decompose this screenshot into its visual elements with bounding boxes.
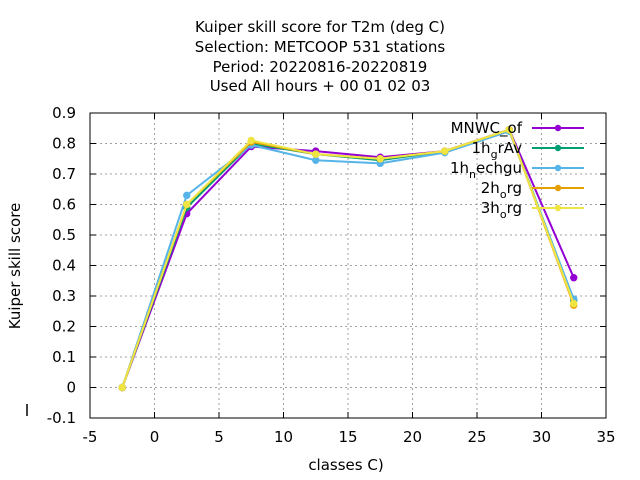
y-tick-label: 0.2: [52, 318, 76, 336]
legend-marker: [554, 164, 562, 172]
title-line-1: Kuiper skill score for T2m (deg C): [195, 18, 445, 36]
data-point: [441, 147, 449, 155]
title-line-3: Period: 20220816-20220819: [212, 58, 428, 76]
data-point: [570, 299, 578, 308]
y-tick-label: 0.3: [52, 287, 76, 305]
legend-label: 2horg: [481, 179, 522, 201]
x-tick-label: 30: [532, 428, 551, 446]
plot-frame: [89, 112, 607, 419]
legend-marker: [554, 204, 562, 212]
x-tick-label: 20: [403, 428, 422, 446]
y-tick-label: 0.6: [52, 196, 76, 214]
data-point: [183, 200, 191, 209]
legend-label: MNWC_of: [451, 119, 523, 138]
legend-label: 3horg: [481, 199, 522, 221]
x-tick-label: 15: [338, 428, 357, 446]
axis-ticks: -5 0 5 10 15 20 25 30 35 -0.1 0 0.1 0.2 0.3 0.4 0.5 0.6 0…: [47, 104, 616, 446]
legend-marker: [554, 184, 562, 192]
data-point: [376, 155, 384, 163]
x-tick-label: 10: [274, 428, 293, 446]
x-axis-label: classes C): [308, 456, 383, 474]
y-tick-label: -0.1: [47, 409, 76, 427]
x-tick-label: 35: [596, 428, 615, 446]
y-tick-label: 0.7: [52, 165, 76, 183]
legend-entry: 1hnechgu: [450, 159, 584, 181]
y-tick-label: 0.5: [52, 226, 76, 244]
legend-label: 1hnechgu: [450, 159, 522, 181]
x-tick-label: 25: [467, 428, 486, 446]
legend-entry: 2horg: [481, 179, 584, 201]
data-point: [312, 156, 320, 164]
legend-entry: 1hgrAv: [472, 139, 584, 161]
data-point: [505, 126, 513, 134]
series-line: [121, 128, 575, 388]
y-tick-label: 0.8: [52, 135, 76, 153]
title-line-4: Used All hours + 00 01 02 03: [209, 77, 431, 95]
data-point: [183, 191, 191, 200]
data-point: [570, 274, 578, 282]
legend-label: 1hgrAv: [472, 139, 523, 161]
data-point: [118, 383, 126, 392]
series-group: [118, 126, 578, 392]
legend-marker: [554, 144, 562, 152]
y-tick-label: 0: [66, 379, 76, 397]
y-tick-label: 0.1: [52, 348, 76, 366]
series-3h_org: [118, 126, 578, 392]
legend-entry: 3horg: [481, 199, 584, 221]
title-line-2: Selection: METCOOP 531 stations: [194, 38, 446, 56]
x-tick-label: -5: [83, 428, 98, 446]
legend-entry: MNWC_of: [451, 119, 584, 138]
y-tick-label: 0.9: [52, 104, 76, 122]
legend-marker: [554, 124, 562, 132]
series-line: [121, 130, 575, 388]
y-tick-label: 0.4: [52, 257, 76, 275]
x-tick-label: 5: [214, 428, 224, 446]
y-axis-label: Kuiper skill score: [6, 203, 24, 330]
data-point: [312, 150, 320, 158]
data-point: [247, 136, 255, 145]
x-tick-label: 0: [150, 428, 160, 446]
